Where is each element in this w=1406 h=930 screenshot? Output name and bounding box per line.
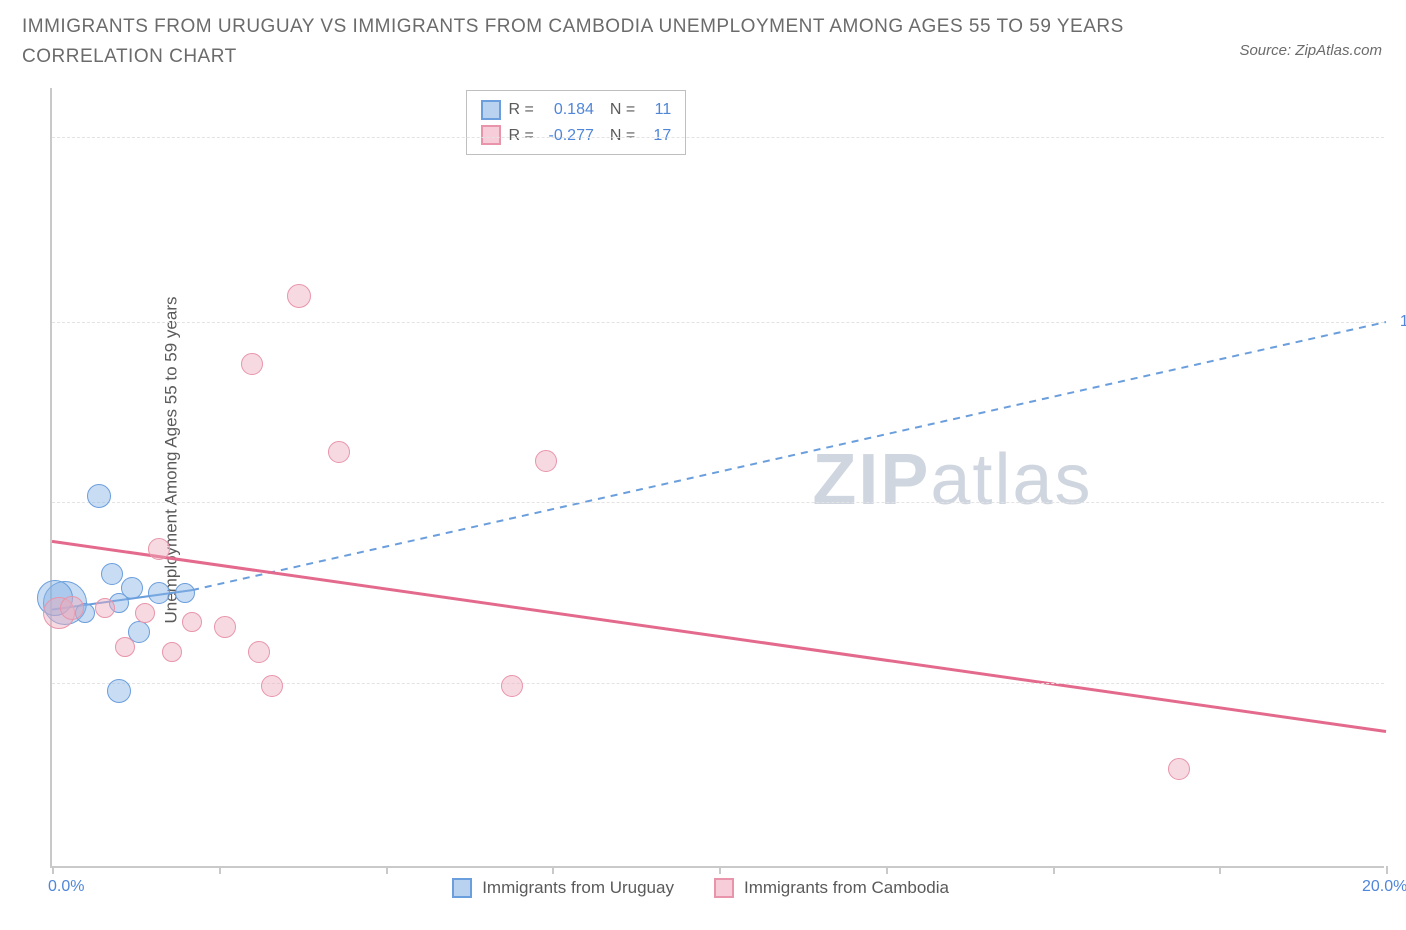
correlation-legend: R = 0.184 N = 11 R = -0.277 N = 17 — [466, 90, 687, 155]
legend-item: Immigrants from Uruguay — [452, 878, 674, 898]
trend-line-uruguay-dashed — [192, 322, 1386, 590]
x-tick — [1053, 866, 1055, 874]
trend-lines-layer — [52, 88, 1384, 866]
n-value: 17 — [643, 123, 671, 149]
r-label: R = — [509, 123, 534, 149]
x-tick — [552, 866, 554, 874]
legend-swatch — [714, 878, 734, 898]
r-value: 0.184 — [542, 97, 594, 123]
data-point-uruguay — [101, 563, 123, 585]
x-tick — [719, 866, 721, 874]
series-legend: Immigrants from Uruguay Immigrants from C… — [452, 878, 949, 898]
data-point-uruguay — [148, 582, 170, 604]
x-tick — [886, 866, 888, 874]
data-point-cambodia — [1168, 758, 1190, 780]
data-point-cambodia — [135, 603, 155, 623]
x-tick — [52, 866, 54, 874]
x-tick-label: 20.0% — [1362, 878, 1406, 896]
legend-swatch — [481, 100, 501, 120]
gridline — [52, 322, 1384, 323]
data-point-uruguay — [175, 583, 195, 603]
data-point-cambodia — [261, 675, 283, 697]
x-tick-label: 0.0% — [48, 878, 84, 896]
legend-row: R = 0.184 N = 11 — [481, 97, 672, 123]
x-tick — [219, 866, 221, 874]
n-value: 11 — [643, 97, 671, 123]
y-tick-label: 3.8% — [1392, 674, 1406, 692]
data-point-cambodia — [95, 598, 115, 618]
legend-row: R = -0.277 N = 17 — [481, 123, 672, 149]
data-point-cambodia — [535, 450, 557, 472]
data-point-uruguay — [107, 679, 131, 703]
chart-title: IMMIGRANTS FROM URUGUAY VS IMMIGRANTS FR… — [22, 12, 1132, 73]
source-attribution: Source: ZipAtlas.com — [1239, 42, 1382, 59]
data-point-cambodia — [115, 637, 135, 657]
x-tick — [1219, 866, 1221, 874]
r-value: -0.277 — [542, 123, 594, 149]
data-point-uruguay — [87, 484, 111, 508]
plot-area: R =0.184N =11R =-0.277N =17 ZIPatlas Imm… — [50, 88, 1384, 868]
gridline — [52, 502, 1384, 503]
data-point-cambodia — [148, 538, 170, 560]
data-point-cambodia — [214, 616, 236, 638]
y-tick-label: 11.2% — [1392, 313, 1406, 331]
n-label: N = — [610, 97, 635, 123]
legend-item: Immigrants from Cambodia — [714, 878, 949, 898]
data-point-cambodia — [328, 441, 350, 463]
data-point-cambodia — [182, 612, 202, 632]
data-point-cambodia — [248, 641, 270, 663]
x-tick — [386, 866, 388, 874]
data-point-cambodia — [241, 353, 263, 375]
y-tick-label: 7.5% — [1392, 493, 1406, 511]
trend-line-cambodia — [52, 541, 1386, 731]
gridline — [52, 683, 1384, 684]
legend-swatch — [452, 878, 472, 898]
data-point-cambodia — [501, 675, 523, 697]
r-label: R = — [509, 97, 534, 123]
data-point-cambodia — [162, 642, 182, 662]
data-point-cambodia — [287, 284, 311, 308]
gridline — [52, 137, 1384, 138]
x-tick — [1386, 866, 1388, 874]
legend-swatch — [481, 125, 501, 145]
legend-label: Immigrants from Uruguay — [482, 878, 674, 898]
legend-label: Immigrants from Cambodia — [744, 878, 949, 898]
n-label: N = — [610, 123, 635, 149]
data-point-cambodia — [60, 596, 84, 620]
